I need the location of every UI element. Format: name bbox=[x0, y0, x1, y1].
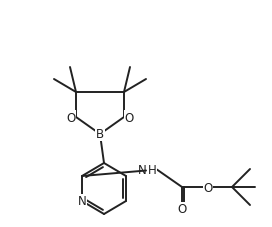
Text: O: O bbox=[66, 111, 76, 124]
Text: O: O bbox=[177, 203, 187, 216]
Text: O: O bbox=[203, 181, 213, 194]
Text: O: O bbox=[124, 111, 134, 124]
Text: B: B bbox=[96, 128, 104, 141]
Text: H: H bbox=[148, 164, 156, 177]
Text: N: N bbox=[78, 195, 86, 207]
Text: N: N bbox=[138, 164, 147, 177]
